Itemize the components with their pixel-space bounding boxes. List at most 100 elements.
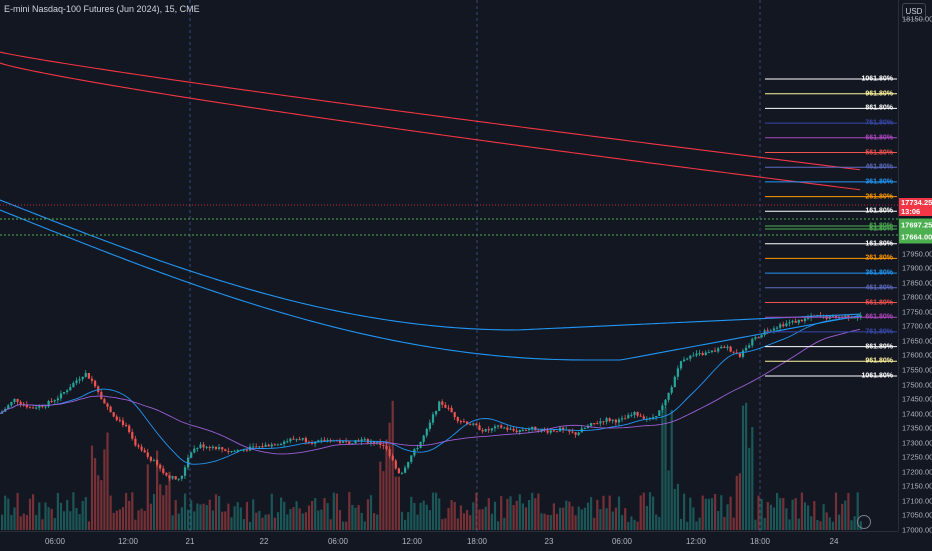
candle-body (63, 392, 66, 394)
volume-bar (431, 492, 435, 530)
volume-bar (720, 495, 723, 530)
candle-body (506, 427, 509, 430)
candle-body (112, 412, 115, 417)
candle-body (128, 425, 131, 433)
volume-bar (586, 502, 590, 530)
candle-body (738, 353, 741, 357)
fib-level-label: 361.80% (865, 269, 893, 277)
currency-button[interactable]: USD (902, 3, 926, 20)
volume-bar (214, 494, 218, 530)
candle-body (441, 401, 444, 405)
volume-bar (546, 514, 549, 530)
volume-bar (788, 519, 791, 530)
candle-body (87, 373, 90, 379)
volume-bar (345, 521, 348, 530)
candle-body (97, 386, 100, 392)
volume-bar (388, 422, 391, 530)
candle-body (174, 476, 177, 480)
volume-bar (149, 503, 152, 530)
candle-body (276, 444, 280, 446)
candle-body (267, 444, 270, 447)
volume-bar (419, 502, 422, 530)
price-tick: 17450.00 (902, 394, 932, 404)
stream-icon[interactable] (857, 515, 871, 529)
volume-bar (137, 510, 140, 530)
candle-body (524, 429, 528, 431)
candle-body (301, 438, 304, 440)
candle-body (115, 416, 118, 420)
fib-level-label: 561.80% (865, 149, 893, 156)
volume-bar (624, 508, 627, 530)
volume-bar (580, 509, 583, 530)
volume-bar (50, 508, 53, 530)
volume-bar (16, 492, 19, 530)
candle-body (103, 399, 106, 404)
price-tick: 17200.00 (902, 467, 932, 477)
volume-bar (221, 511, 224, 530)
candle-body (125, 424, 128, 426)
volume-bar (261, 517, 264, 530)
candle-body (583, 428, 586, 430)
volume-bar (276, 512, 280, 530)
candle-body (723, 346, 726, 349)
candle-body (208, 446, 211, 449)
volume-bar (63, 511, 66, 530)
volume-bar (493, 501, 497, 530)
volume-bar (828, 517, 831, 530)
candle-body (577, 432, 580, 435)
volume-bar (785, 508, 788, 530)
candle-body (177, 478, 180, 480)
volume-bar (41, 519, 44, 530)
time-tick: 12:00 (685, 537, 707, 546)
volume-bar (524, 507, 528, 530)
volume-bar (165, 485, 168, 530)
volume-bar (627, 521, 630, 530)
candle-body (500, 425, 503, 428)
chart-area[interactable]: E-mini Nasdaq-100 Futures (Jun 2024), 15… (0, 0, 898, 531)
candle-body (769, 330, 772, 332)
candle-body (531, 426, 534, 429)
time-tick: 06:00 (327, 537, 349, 546)
candle-body (763, 330, 766, 335)
candle-body (528, 428, 531, 430)
volume-bar (382, 471, 385, 530)
volume-bar (487, 498, 490, 530)
candle-body (701, 353, 704, 355)
volume-bar (115, 510, 118, 530)
candle-body (803, 318, 807, 322)
candle-body (555, 431, 559, 433)
volume-bar (400, 511, 404, 530)
volume-bar (602, 495, 605, 530)
volume-bar (841, 503, 844, 530)
volume-bar (648, 492, 652, 530)
volume-bar (475, 492, 478, 530)
volume-bar (847, 492, 850, 530)
volume-bar (543, 513, 546, 530)
volume-bar (230, 517, 233, 530)
volume-bar (834, 492, 838, 530)
volume-bar (301, 513, 304, 530)
volume-bar (236, 502, 239, 530)
candle-body (84, 373, 87, 377)
volume-bar (559, 507, 562, 530)
volume-bar (125, 492, 128, 530)
volume-bar (87, 521, 90, 530)
time-tick: 18:00 (749, 537, 771, 546)
volume-bar (196, 503, 199, 530)
price-tick: 17150.00 (902, 481, 932, 491)
candle-body (481, 430, 484, 432)
candle-body (245, 449, 249, 451)
volume-bar (450, 500, 453, 530)
volume-bar (190, 500, 193, 530)
price-chart[interactable] (0, 0, 898, 531)
fib-level-label: 461.80% (865, 163, 893, 171)
price-scale[interactable]: USD 18150.0018100.0018050.0018000.001795… (898, 0, 932, 535)
candle-body (75, 380, 78, 383)
time-axis[interactable]: 06:00 12:00 21 22 06:00 12:00 18:00 23 06:00 12:0… (0, 531, 898, 551)
candle-body (497, 425, 500, 427)
symbol-title[interactable]: E-mini Nasdaq-100 Futures (Jun 2024), 15… (4, 4, 200, 14)
volume-bar (813, 501, 816, 530)
volume-bar (642, 492, 645, 530)
volume-bar (53, 518, 56, 530)
volume-bar (683, 493, 686, 530)
